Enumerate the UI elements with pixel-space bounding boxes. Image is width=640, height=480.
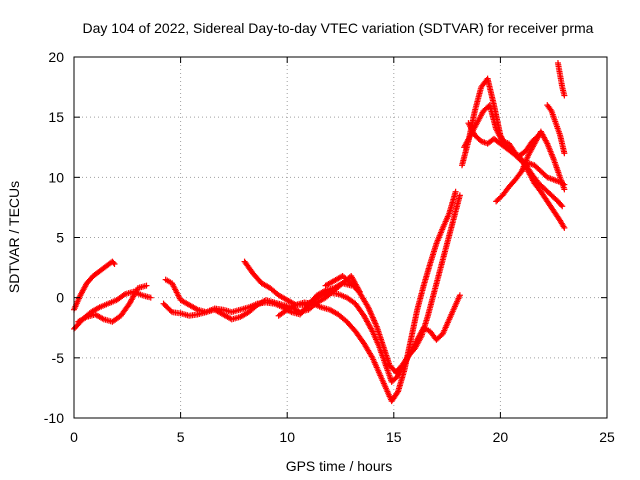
series-track-m (518, 128, 568, 193)
x-axis-label: GPS time / hours (286, 458, 393, 474)
x-tick-label: 10 (279, 429, 295, 445)
series-track-o (554, 60, 568, 99)
y-tick-label: 5 (56, 230, 64, 246)
data-point (456, 292, 463, 299)
data-point-fill (110, 259, 117, 266)
data-point (452, 188, 459, 195)
x-tick-label: 25 (599, 429, 615, 445)
data-point (559, 203, 566, 210)
y-tick-label: -10 (44, 410, 64, 426)
data-point-fill (558, 202, 565, 209)
data-point (561, 186, 568, 193)
x-tick-label: 5 (177, 429, 185, 445)
data-point (456, 192, 463, 199)
series-track-a (71, 258, 118, 313)
y-tick-label: 10 (48, 169, 64, 185)
data-point (111, 260, 118, 267)
series-track-h (322, 192, 463, 376)
data-point (561, 92, 568, 99)
data-point (147, 294, 154, 301)
data-layer (71, 60, 568, 405)
series-track-k (465, 120, 566, 210)
y-tick-label: -5 (52, 350, 65, 366)
y-axis-label: SDTVAR / TECUs (6, 181, 22, 293)
chart-title: Day 104 of 2022, Sidereal Day-to-day VTE… (83, 20, 594, 36)
series-track-n (544, 102, 568, 157)
y-tick-label: 15 (48, 109, 64, 125)
data-point-fill (394, 389, 401, 396)
ticks: 0 5 10 15 20 25 -10 -5 0 5 10 15 20 (44, 49, 615, 445)
y-tick-label: 0 (56, 290, 64, 306)
data-point (561, 150, 568, 157)
series-track-c (75, 282, 150, 325)
x-tick-label: 0 (70, 429, 78, 445)
data-point (143, 282, 150, 289)
x-tick-label: 15 (386, 429, 402, 445)
y-tick-label: 20 (48, 49, 64, 65)
data-point (561, 224, 568, 231)
x-tick-label: 20 (493, 429, 509, 445)
